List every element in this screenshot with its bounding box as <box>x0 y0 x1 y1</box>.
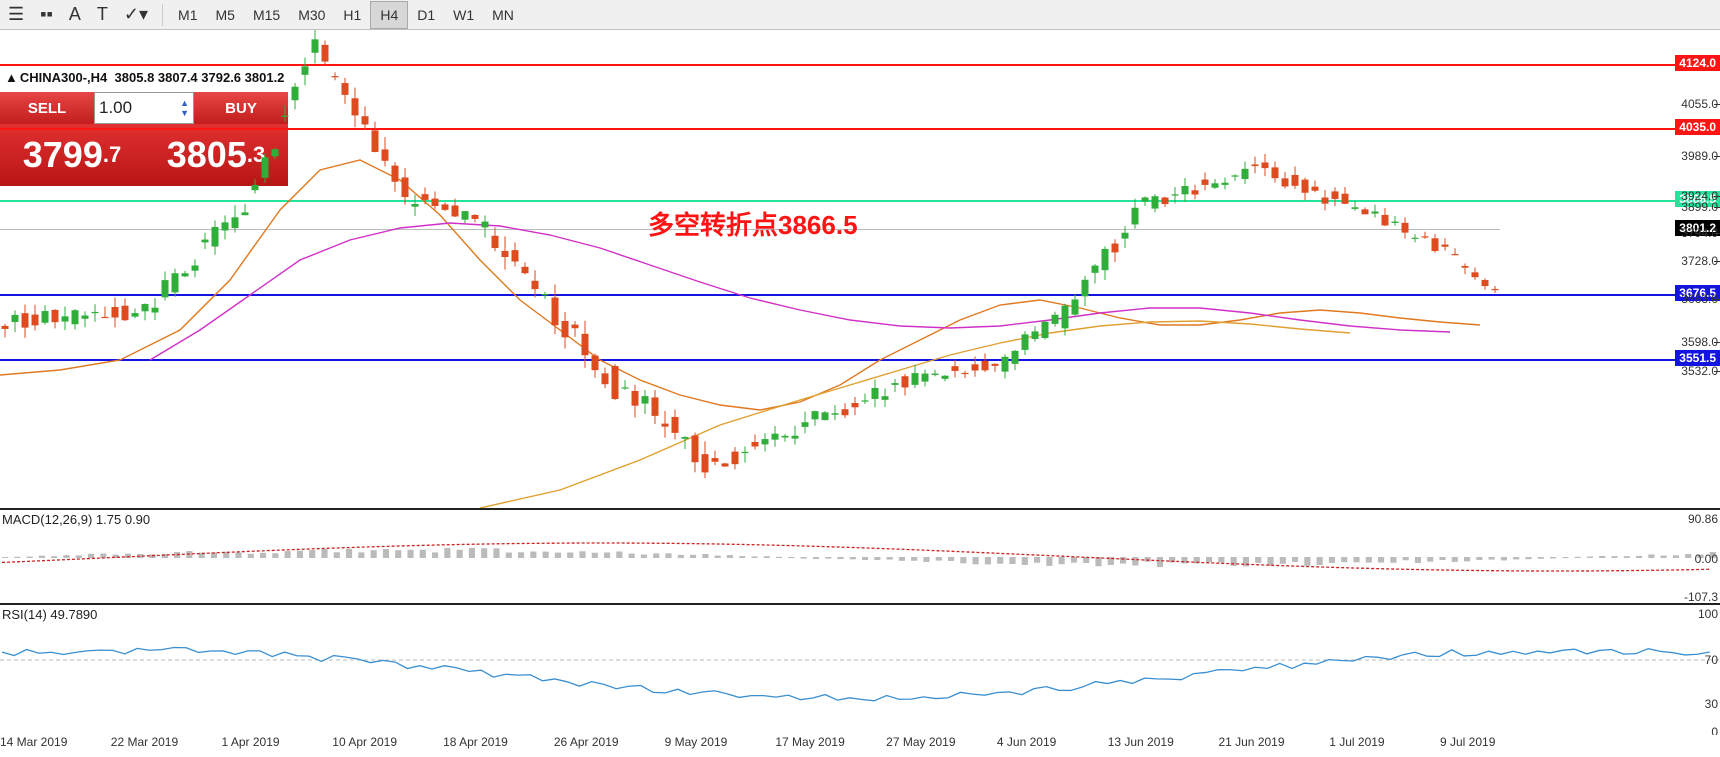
axis-tick-3989.0: 3989.0 <box>1681 149 1718 163</box>
date-axis: 14 Mar 2019 22 Mar 2019 1 Apr 2019 10 Apr 2… <box>0 735 1720 755</box>
date-tick-1: 22 Mar 2019 <box>111 735 178 749</box>
axis-tick-3899.0: 3899.0 <box>1681 200 1718 214</box>
fib-tool-icon[interactable]: ✓▾ <box>116 1 156 29</box>
date-tick-9: 4 Jun 2019 <box>997 735 1056 749</box>
date-tick-6: 9 May 2019 <box>665 735 728 749</box>
date-tick-3: 10 Apr 2019 <box>332 735 397 749</box>
dotted-grid-icon[interactable]: ▪▪ <box>32 1 61 29</box>
price-level-label-4124.0: 4124.0 <box>1675 55 1720 71</box>
timeframe-btn-h1[interactable]: H1 <box>334 1 370 29</box>
date-tick-0: 14 Mar 2019 <box>0 735 67 749</box>
date-tick-10: 13 Jun 2019 <box>1108 735 1174 749</box>
date-tick-12: 1 Jul 2019 <box>1329 735 1384 749</box>
timeframe-btn-m30[interactable]: M30 <box>289 1 334 29</box>
axis-tick-3663.0: 3663.0 <box>1681 292 1718 306</box>
axis-tick-4055.0: 4055.0 <box>1681 97 1718 111</box>
price-level-label-4035.0: 4035.0 <box>1675 119 1720 135</box>
axis-tick-3728.0: 3728.0 <box>1681 254 1718 268</box>
toolbar: ☰ ▪▪ A T ✓▾ M1 M5 M15 M30 H1 H4 D1 W1 MN <box>0 0 1720 30</box>
rsi-panel: RSI(14) 49.7890 100 70 30 0 <box>0 605 1720 735</box>
timeframe-btn-h4[interactable]: H4 <box>370 1 408 29</box>
date-tick-13: 9 Jul 2019 <box>1440 735 1495 749</box>
candlestick-svg[interactable] <box>0 30 1500 510</box>
timeframe-btn-m5[interactable]: M5 <box>207 1 244 29</box>
macd-label: MACD(12,26,9) 1.75 0.90 <box>2 512 150 527</box>
macd-panel: MACD(12,26,9) 1.75 0.90 90.86 0.00 -107.… <box>0 510 1720 605</box>
timeframe-btn-d1[interactable]: D1 <box>408 1 444 29</box>
axis-tick-3532.0: 3532.0 <box>1681 364 1718 378</box>
price-panel: ▲ CHINA300-,H4 3805.8 3807.4 3792.6 3801.… <box>0 30 1720 510</box>
turning-point-annotation: 多空转折点3866.5 <box>648 205 858 242</box>
crosshair-icon[interactable]: ☰ <box>0 1 32 29</box>
rsi-svg[interactable] <box>0 605 1720 735</box>
axis-tick-3598.0: 3598.0 <box>1681 335 1718 349</box>
timeframe-row: M1 M5 M15 M30 H1 H4 D1 W1 MN <box>169 1 523 29</box>
date-tick-7: 17 May 2019 <box>775 735 844 749</box>
date-tick-8: 27 May 2019 <box>886 735 955 749</box>
text-tool-icon[interactable]: T <box>89 1 116 29</box>
date-tick-11: 21 Jun 2019 <box>1218 735 1284 749</box>
symbol-label: ▲ CHINA300-,H4 3805.8 3807.4 3792.6 3801.… <box>5 70 284 85</box>
chart-area: ▲ CHINA300-,H4 3805.8 3807.4 3792.6 3801.… <box>0 30 1720 757</box>
text-a-icon[interactable]: A <box>61 1 89 29</box>
rsi-label: RSI(14) 49.7890 <box>2 607 97 622</box>
candlestick-chart[interactable] <box>0 30 1500 510</box>
macd-svg[interactable] <box>0 510 1720 605</box>
date-tick-4: 18 Apr 2019 <box>443 735 508 749</box>
timeframe-btn-m15[interactable]: M15 <box>244 1 289 29</box>
date-tick-5: 26 Apr 2019 <box>554 735 619 749</box>
timeframe-btn-w1[interactable]: W1 <box>444 1 483 29</box>
timeframe-btn-m1[interactable]: M1 <box>169 1 206 29</box>
timeframe-btn-mn[interactable]: MN <box>483 1 523 29</box>
axis-tick-3794.0: 3794.0 <box>1681 226 1718 240</box>
date-tick-2: 1 Apr 2019 <box>222 735 280 749</box>
